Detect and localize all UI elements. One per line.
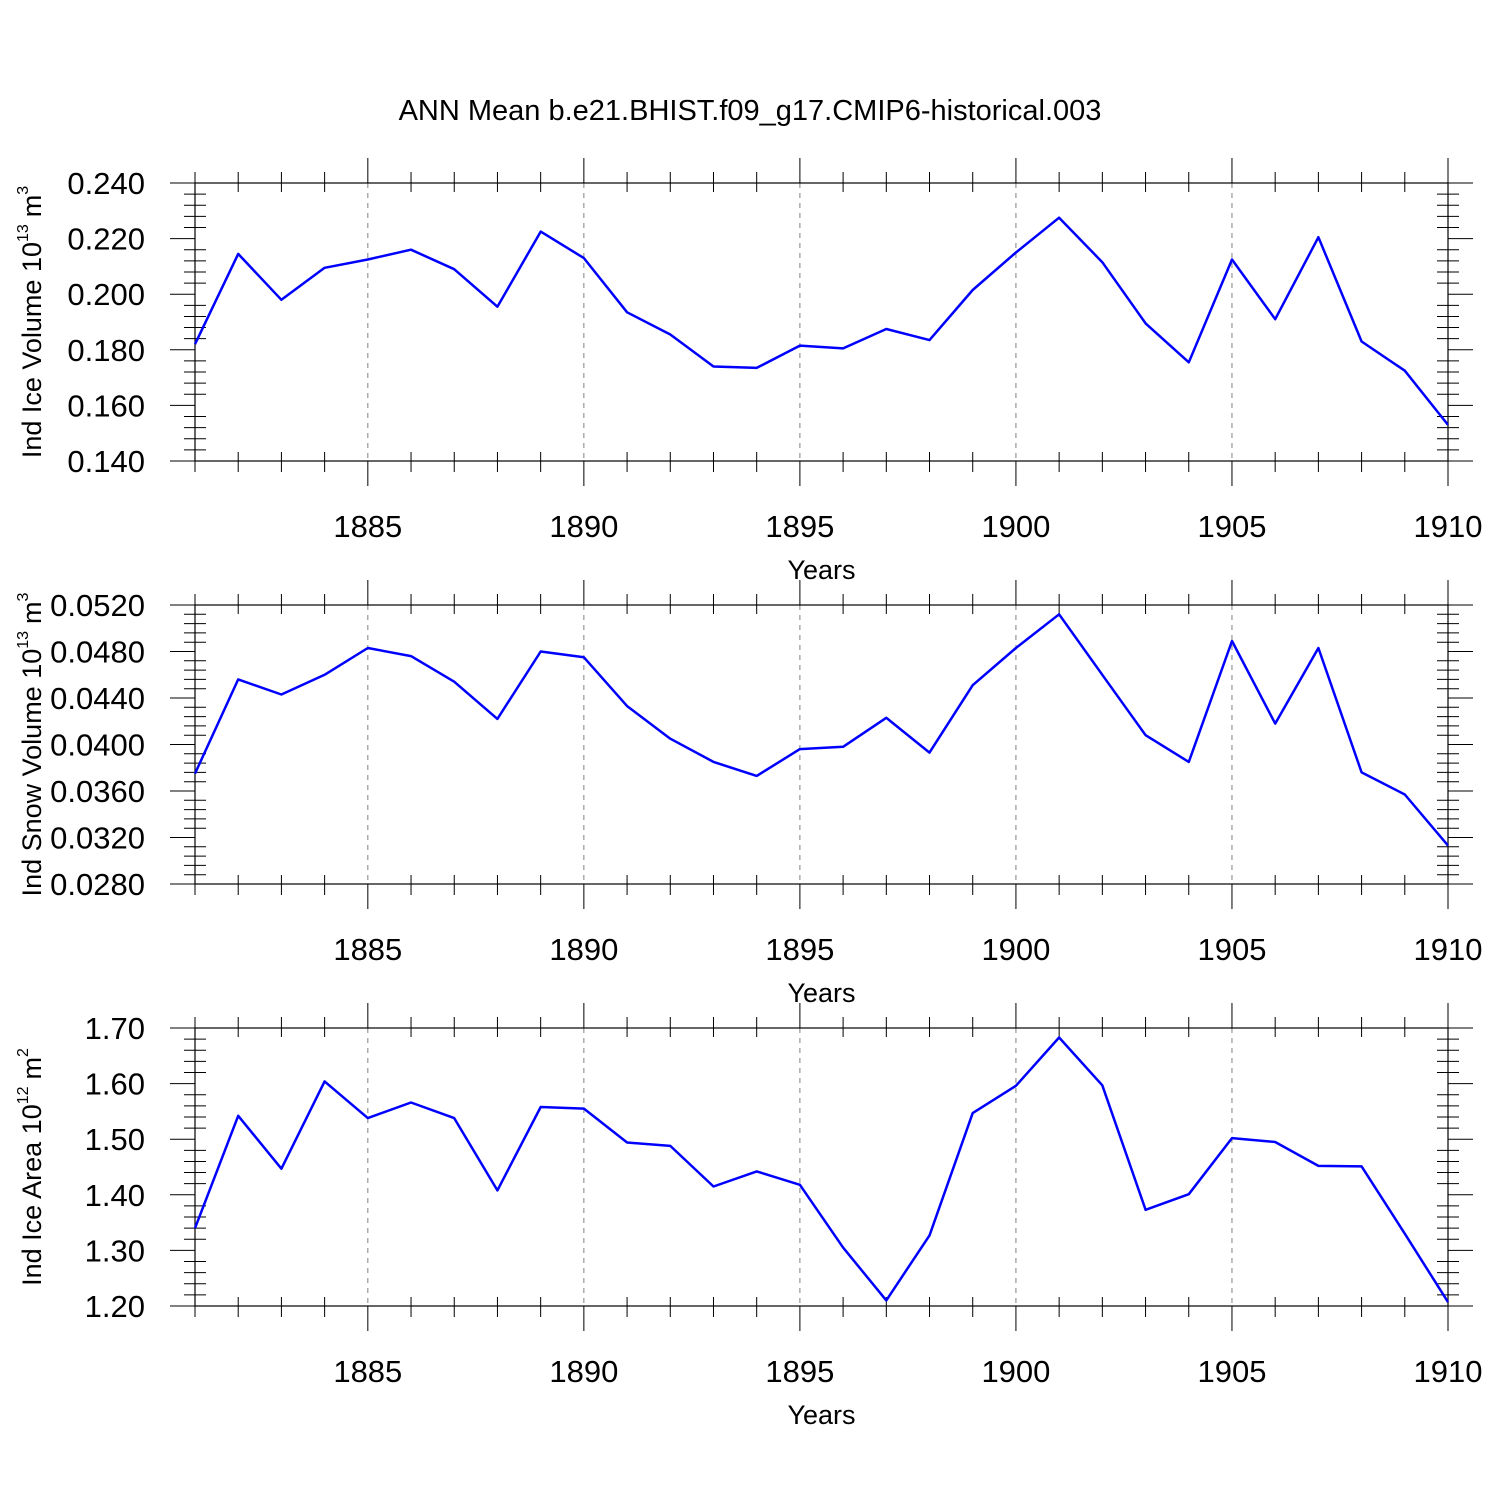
y-tick-label: 0.0440 xyxy=(50,681,145,716)
chart-title: ANN Mean b.e21.BHIST.f09_g17.CMIP6-histo… xyxy=(399,95,1102,127)
x-tick-label: 1910 xyxy=(1414,509,1483,544)
y-axis-label-exponent: 12 xyxy=(15,1086,32,1104)
x-tick-label: 1905 xyxy=(1197,509,1266,544)
plot-frame xyxy=(194,604,1449,885)
x-tick-label: 1910 xyxy=(1414,932,1483,967)
x-axis-label: Years xyxy=(787,978,855,1008)
x-tick-label: 1885 xyxy=(333,509,402,544)
x-tick-label: 1905 xyxy=(1197,932,1266,967)
y-axis-label-unit: m xyxy=(17,1057,47,1080)
series-line-2 xyxy=(193,613,1449,847)
y-axis-label-exponent: 13 xyxy=(15,631,32,649)
series-line-3 xyxy=(193,1036,1450,1303)
x-tick-label: 1895 xyxy=(765,1354,834,1389)
panel-1: 1885 1890 1895 1900 1905 1910 Years 0.140 0.160 0… xyxy=(15,158,1482,585)
x-axis-label: Years xyxy=(787,555,855,585)
x-tick-label: 1900 xyxy=(981,932,1050,967)
x-tick-label: 1895 xyxy=(765,509,834,544)
y-tick-label: 1.30 xyxy=(85,1233,145,1268)
y-axis-label-exponent: 13 xyxy=(15,224,32,242)
x-tick-label: 1900 xyxy=(981,509,1050,544)
y-tick-label: 1.60 xyxy=(85,1067,145,1102)
y-tick-label: 0.180 xyxy=(67,333,145,368)
series-line-1 xyxy=(193,216,1449,426)
y-tick-label: 1.70 xyxy=(85,1011,145,1046)
y-axis-label-unit: m xyxy=(17,601,47,624)
x-tick-label: 1885 xyxy=(333,1354,402,1389)
y-axis-label-text: Ind Ice Volume 10 xyxy=(17,242,47,458)
x-tick-label: 1905 xyxy=(1197,1354,1266,1389)
y-tick-label: 1.20 xyxy=(85,1289,145,1324)
x-tick-label: 1890 xyxy=(549,1354,618,1389)
y-tick-label: 0.0280 xyxy=(50,867,145,902)
y-tick-label: 0.160 xyxy=(67,388,145,423)
y-tick-label: 1.40 xyxy=(85,1178,145,1213)
x-tick-label: 1895 xyxy=(765,932,834,967)
y-tick-label: 0.0360 xyxy=(50,774,145,809)
y-tick-label: 0.0480 xyxy=(50,635,145,670)
panel-2: 1885 1890 1895 1900 1905 1910 Years 0.0280 0.032… xyxy=(15,580,1482,1008)
y-axis-label-unit-exponent: 3 xyxy=(15,592,32,601)
y-axis-label-text: Ind Ice Area 10 xyxy=(17,1104,47,1286)
y-axis-label-unit-exponent: 2 xyxy=(15,1048,32,1057)
plot-frame xyxy=(194,1027,1449,1307)
y-tick-label: 0.200 xyxy=(67,277,145,312)
y-axis-label: Ind Snow Volume 1013 m3 xyxy=(15,592,47,896)
y-tick-label: 0.220 xyxy=(67,222,145,257)
y-tick-label: 0.240 xyxy=(67,166,145,201)
y-tick-label: 1.50 xyxy=(85,1122,145,1157)
panel-3: 1885 1890 1895 1900 1905 1910 Years 1.20 1.30 1.4… xyxy=(15,1003,1482,1430)
y-tick-label: 0.0320 xyxy=(50,821,145,856)
y-tick-label: 0.140 xyxy=(67,444,145,479)
x-tick-label: 1910 xyxy=(1414,1354,1483,1389)
y-axis-label: Ind Ice Volume 1013 m3 xyxy=(15,186,47,458)
y-axis-label-text: Ind Snow Volume 10 xyxy=(17,649,47,897)
plot-frame xyxy=(194,182,1449,462)
x-axis-label: Years xyxy=(787,1400,855,1430)
y-tick-label: 0.0520 xyxy=(50,588,145,623)
x-tick-label: 1885 xyxy=(333,932,402,967)
x-tick-label: 1900 xyxy=(981,1354,1050,1389)
y-tick-label: 0.0400 xyxy=(50,728,145,763)
x-tick-label: 1890 xyxy=(549,932,618,967)
panels-container: 1885 1890 1895 1900 1905 1910 Years 0.140 0.160 0… xyxy=(15,158,1482,1430)
x-tick-label: 1890 xyxy=(549,509,618,544)
y-axis-label-unit-exponent: 3 xyxy=(15,186,32,195)
y-axis-label: Ind Ice Area 1012 m2 xyxy=(15,1048,47,1286)
y-axis-label-unit: m xyxy=(17,195,47,218)
